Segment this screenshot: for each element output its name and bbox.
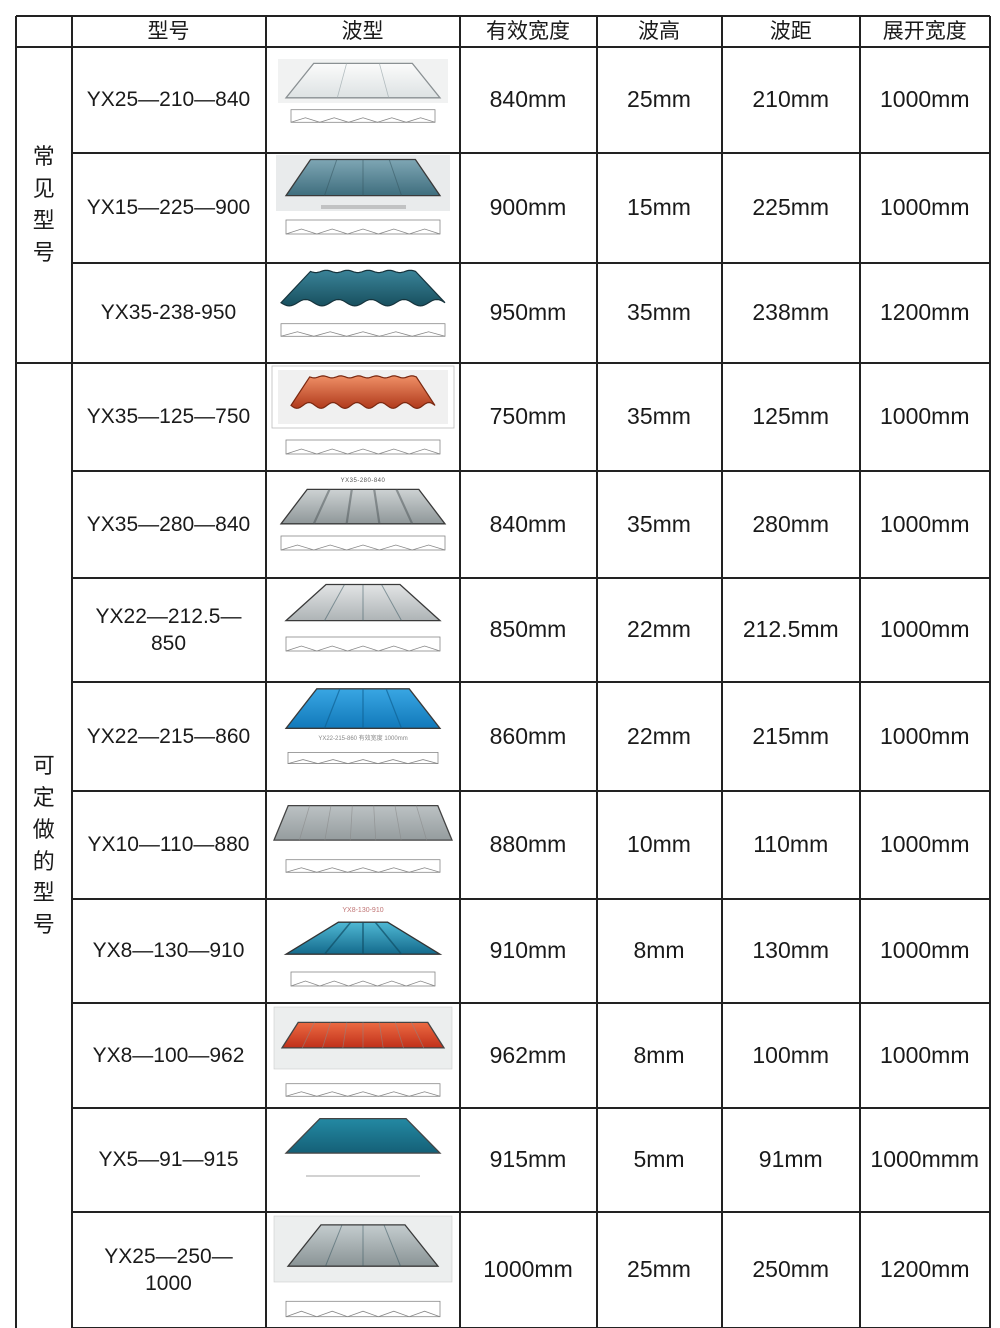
- svg-text:YX22-215-860 有效宽度 1000mm: YX22-215-860 有效宽度 1000mm: [318, 734, 407, 742]
- svg-text:YX35-280-840: YX35-280-840: [340, 478, 385, 484]
- svg-text:YX8-130-910: YX8-130-910: [342, 907, 383, 914]
